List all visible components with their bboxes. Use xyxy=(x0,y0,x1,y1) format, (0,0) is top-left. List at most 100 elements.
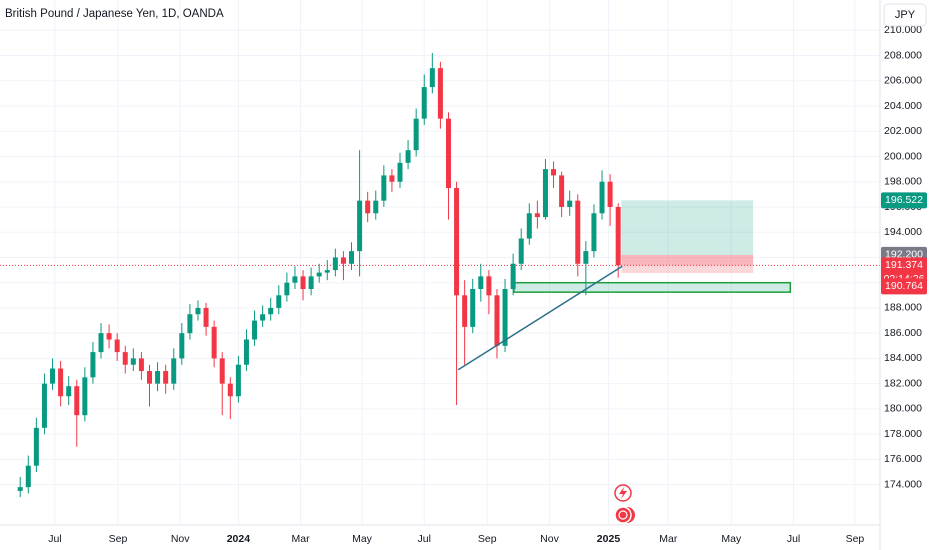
candle-body xyxy=(470,289,476,327)
currency-label[interactable]: JPY xyxy=(895,9,916,21)
candle-body xyxy=(227,383,233,397)
y-tick-label: 178.000 xyxy=(884,428,922,440)
position-stop xyxy=(621,254,754,274)
candle-body xyxy=(599,181,605,214)
price-label: 196.522 xyxy=(885,194,923,206)
candle-body xyxy=(25,465,31,488)
candle-body xyxy=(583,251,589,264)
grid xyxy=(0,0,880,525)
candle-body xyxy=(607,181,613,207)
candle-body xyxy=(219,358,225,384)
candle-body xyxy=(542,169,548,218)
y-tick-label: 206.000 xyxy=(884,75,922,87)
candle-body xyxy=(478,276,484,290)
price-label-box xyxy=(881,278,927,295)
x-tick-label: Sep xyxy=(478,533,497,545)
candle-body xyxy=(235,364,241,397)
candle-body xyxy=(486,276,492,296)
candle-body xyxy=(454,188,460,296)
candle-body xyxy=(316,272,322,277)
candle-body xyxy=(66,386,72,397)
candle-body xyxy=(138,358,144,372)
event-icon-ring xyxy=(618,510,628,520)
y-tick-label: 188.000 xyxy=(884,302,922,314)
x-tick-label: Mar xyxy=(659,533,678,545)
trendline xyxy=(457,265,623,371)
y-tick-label: 204.000 xyxy=(884,100,922,112)
candle-body xyxy=(559,175,565,207)
candle-body xyxy=(41,383,47,428)
y-tick-label: 198.000 xyxy=(884,176,922,188)
x-tick-label: 2024 xyxy=(227,533,251,545)
candle-body xyxy=(58,368,64,397)
candle-body xyxy=(98,333,104,353)
candle-body xyxy=(373,200,379,214)
y-tick-label: 200.000 xyxy=(884,150,922,162)
x-tick-label: 2025 xyxy=(597,533,621,545)
candle-body xyxy=(82,377,88,416)
candle-body xyxy=(74,386,80,416)
x-tick-label: Jul xyxy=(787,533,800,545)
candle-body xyxy=(211,326,217,359)
chart-title: British Pound / Japanese Yen, 1D, OANDA xyxy=(5,8,224,20)
event-icon[interactable] xyxy=(614,506,632,524)
position-target xyxy=(621,200,754,255)
y-tick-label: 194.000 xyxy=(884,226,922,238)
candle-body xyxy=(300,276,306,290)
candle-body xyxy=(332,257,338,271)
candle-body xyxy=(171,358,177,384)
candle-body xyxy=(615,206,621,266)
y-tick-label: 186.000 xyxy=(884,327,922,339)
currency-button[interactable] xyxy=(883,3,927,27)
position-stop-active xyxy=(621,254,754,266)
candle-body xyxy=(292,276,298,283)
candle-body xyxy=(106,333,112,340)
candle-body xyxy=(429,68,435,88)
x-tick-label: Sep xyxy=(846,533,865,545)
event-icons xyxy=(614,484,635,524)
candle-body xyxy=(114,339,120,353)
x-tick-label: Nov xyxy=(171,533,190,545)
candle-body xyxy=(437,68,443,119)
candle-body xyxy=(510,263,516,290)
candle-body xyxy=(567,200,573,207)
candle-body xyxy=(17,487,23,491)
candle-body xyxy=(243,339,249,365)
x-tick-label: Jul xyxy=(418,533,431,545)
candle-body xyxy=(268,307,274,315)
candle-body xyxy=(324,270,330,273)
x-tick-label: Sep xyxy=(109,533,128,545)
candle-body xyxy=(252,320,258,340)
candle-body xyxy=(591,213,597,252)
candle-body xyxy=(179,333,185,359)
candle-body xyxy=(575,200,581,264)
plot xyxy=(0,53,880,498)
candle-body xyxy=(381,175,387,201)
candle-body xyxy=(413,118,419,151)
candle-body xyxy=(445,118,451,189)
y-tick-label: 210.000 xyxy=(884,24,922,36)
candle-body xyxy=(130,358,136,365)
candle-body xyxy=(122,352,128,365)
candle-body xyxy=(284,282,290,296)
candle-body xyxy=(389,175,395,182)
price-label: 190.764 xyxy=(885,280,923,292)
candle-body xyxy=(494,295,500,346)
candle-body xyxy=(551,169,557,176)
x-tick-label: Mar xyxy=(292,533,311,545)
candle-body xyxy=(195,307,201,315)
candle-body xyxy=(534,213,540,218)
candle-body xyxy=(260,314,266,321)
candle-body xyxy=(405,150,411,163)
candle-body xyxy=(187,314,193,334)
candle-body xyxy=(365,200,371,214)
lightning xyxy=(619,487,627,499)
candle-body xyxy=(203,307,209,327)
candle-body xyxy=(518,238,524,264)
x-tick-label: Nov xyxy=(540,533,559,545)
x-tick-label: May xyxy=(721,533,742,545)
candle-body xyxy=(397,162,403,182)
y-tick-label: 208.000 xyxy=(884,49,922,61)
price-axis: 174.000 176.000 178.000 180.000 182.000 184.0… xyxy=(881,24,927,490)
